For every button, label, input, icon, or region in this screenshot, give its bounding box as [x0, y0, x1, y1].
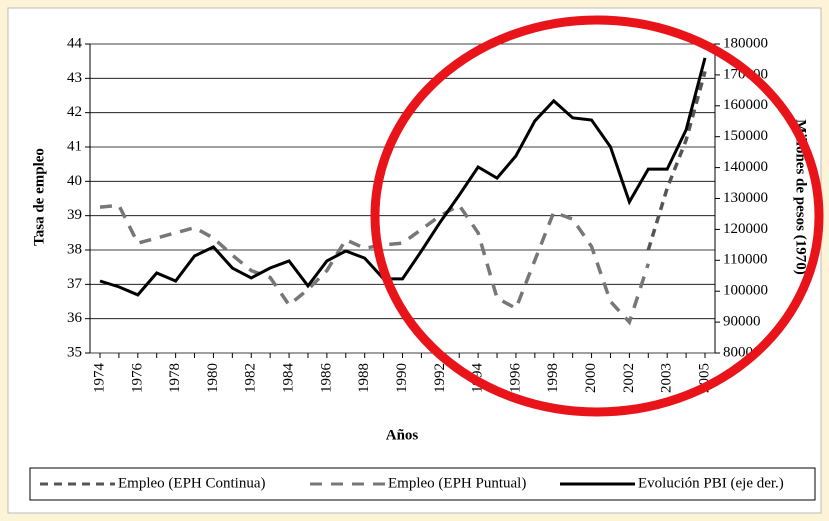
x-tick-label: 1982: [243, 363, 259, 393]
x-tick-label: 1992: [432, 363, 448, 393]
y2-tick-label: 130000: [723, 190, 768, 206]
y-tick-label: 41: [67, 138, 82, 154]
legend-label: Evolución PBI (eje der.): [638, 475, 784, 491]
y2-tick-label: 180000: [723, 35, 768, 51]
y-tick-label: 40: [67, 173, 82, 189]
legend-label: Empleo (EPH Continua): [118, 475, 265, 491]
x-tick-label: 2003: [659, 363, 675, 393]
x-tick-label: 1974: [91, 363, 107, 394]
y2-tick-label: 90000: [723, 314, 761, 330]
legend-label: Empleo (EPH Puntual): [388, 475, 526, 491]
y2-tick-label: 150000: [723, 128, 768, 144]
y-axis-title: Tasa de empleo: [31, 148, 47, 246]
y-tick-label: 38: [67, 241, 82, 257]
y2-tick-label: 160000: [723, 97, 768, 113]
y-tick-label: 44: [67, 35, 83, 51]
y-tick-label: 43: [67, 70, 82, 86]
x-tick-label: 1980: [205, 363, 221, 393]
x-tick-label: 1986: [318, 363, 334, 394]
y-tick-label: 36: [67, 310, 83, 326]
series-line: [99, 57, 707, 297]
y-tick-label: 39: [67, 207, 82, 223]
y2-tick-label: 120000: [723, 221, 768, 237]
y-tick-label: 37: [67, 276, 83, 292]
y2-tick-label: 140000: [723, 159, 768, 175]
x-tick-label: 2002: [621, 363, 637, 393]
x-tick-label: 1978: [167, 363, 183, 393]
x-axis-title: Años: [386, 427, 419, 443]
x-tick-label: 1976: [129, 363, 145, 394]
y-tick-label: 35: [67, 344, 82, 360]
x-tick-label: 1990: [394, 363, 410, 393]
x-tick-label: 1988: [356, 363, 372, 393]
x-tick-label: 1984: [281, 363, 297, 394]
x-tick-label: 1996: [507, 363, 523, 394]
series-line: [646, 71, 707, 251]
x-tick-label: 2000: [583, 363, 599, 393]
y-tick-label: 42: [67, 104, 82, 120]
legend-box: [29, 467, 816, 501]
annotation-circle: [370, 15, 824, 417]
y2-tick-label: 110000: [723, 252, 767, 268]
x-tick-label: 1998: [545, 363, 561, 393]
y2-tick-label: 100000: [723, 283, 768, 299]
